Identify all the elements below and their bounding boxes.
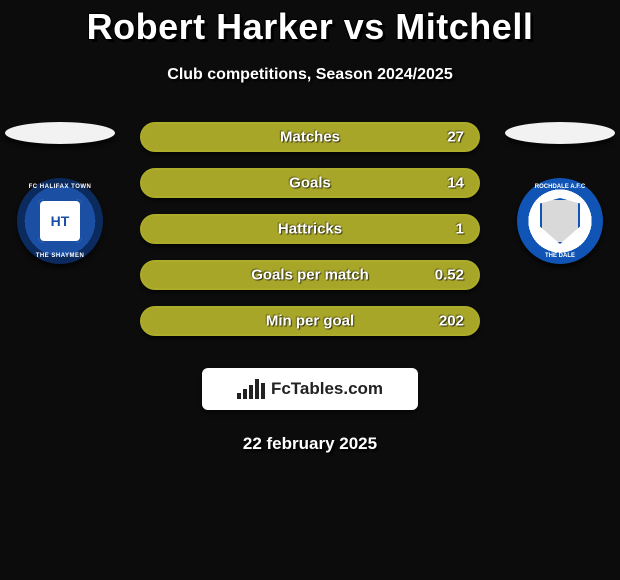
stat-row: Goals 14 bbox=[140, 168, 480, 198]
page-title: Robert Harker vs Mitchell bbox=[0, 6, 620, 48]
bar-chart-icon bbox=[237, 379, 265, 399]
stat-label: Hattricks bbox=[278, 221, 342, 238]
stat-label: Goals bbox=[289, 175, 331, 192]
stat-label: Min per goal bbox=[266, 313, 354, 330]
left-player-placeholder bbox=[5, 122, 115, 144]
rochdale-shield-icon bbox=[540, 198, 580, 244]
rochdale-crest-icon: ROCHDALE A.F.C THE DALE bbox=[517, 178, 603, 264]
comparison-main: FC HALIFAX TOWN HT THE SHAYMEN ROCHDALE … bbox=[0, 122, 620, 454]
stat-row: Goals per match 0.52 bbox=[140, 260, 480, 290]
date-label: 22 february 2025 bbox=[0, 434, 620, 454]
bar-icon-segment bbox=[249, 385, 253, 399]
stat-value: 202 bbox=[439, 313, 464, 330]
stat-label: Goals per match bbox=[251, 267, 369, 284]
stat-row: Hattricks 1 bbox=[140, 214, 480, 244]
halifax-inner-badge: HT bbox=[38, 199, 82, 243]
halifax-inner-text: HT bbox=[51, 213, 70, 229]
right-player-placeholder bbox=[505, 122, 615, 144]
rochdale-ring-top-text: ROCHDALE A.F.C bbox=[535, 184, 585, 190]
bar-icon-segment bbox=[237, 393, 241, 399]
page-subtitle: Club competitions, Season 2024/2025 bbox=[0, 66, 620, 84]
stat-label: Matches bbox=[280, 129, 340, 146]
right-team-crest: ROCHDALE A.F.C THE DALE bbox=[515, 176, 605, 266]
stat-row: Matches 27 bbox=[140, 122, 480, 152]
stat-value: 1 bbox=[456, 221, 464, 238]
stats-list: Matches 27 Goals 14 Hattricks 1 Goals per matc… bbox=[140, 122, 480, 336]
left-team-column: FC HALIFAX TOWN HT THE SHAYMEN bbox=[0, 122, 120, 266]
halifax-ring-top-text: FC HALIFAX TOWN bbox=[29, 184, 92, 190]
stat-row: Min per goal 202 bbox=[140, 306, 480, 336]
right-team-column: ROCHDALE A.F.C THE DALE bbox=[500, 122, 620, 266]
halifax-ring-bottom-text: THE SHAYMEN bbox=[36, 253, 85, 259]
stat-value: 27 bbox=[447, 129, 464, 146]
bar-icon-segment bbox=[261, 383, 265, 399]
fctables-brand-text: FcTables.com bbox=[271, 379, 383, 399]
fctables-watermark: FcTables.com bbox=[202, 368, 418, 410]
stat-value: 14 bbox=[447, 175, 464, 192]
left-team-crest: FC HALIFAX TOWN HT THE SHAYMEN bbox=[15, 176, 105, 266]
halifax-crest-icon: FC HALIFAX TOWN HT THE SHAYMEN bbox=[17, 178, 103, 264]
bar-icon-segment bbox=[255, 379, 259, 399]
page-root: Robert Harker vs Mitchell Club competiti… bbox=[0, 0, 620, 454]
stat-value: 0.52 bbox=[435, 267, 464, 284]
rochdale-ring-bottom-text: THE DALE bbox=[545, 253, 575, 259]
bar-icon-segment bbox=[243, 389, 247, 399]
